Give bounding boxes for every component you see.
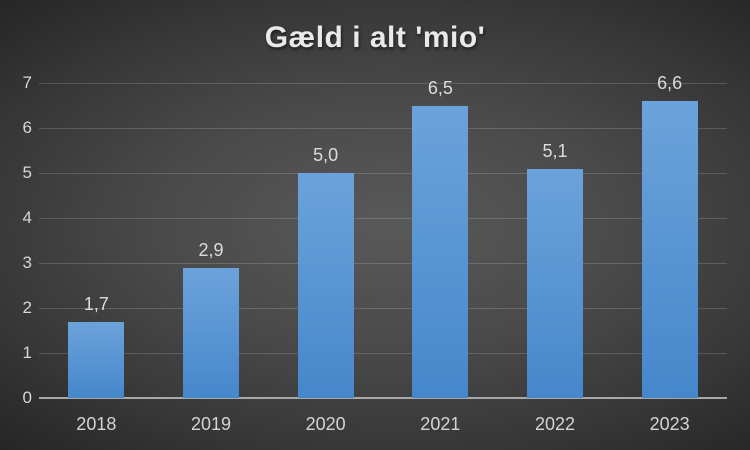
bar-slot: 6,6 [612,73,727,398]
bar-slot: 6,5 [383,78,498,398]
gridline [39,83,727,84]
bar-slot: 5,1 [498,83,613,398]
bar-slot: 5,0 [268,83,383,398]
y-axis-tick-label: 4 [22,208,32,227]
x-axis-tick-label: 2018 [76,414,117,434]
x-axis-tick-label: 2022 [534,414,576,434]
bar-slot: 1,7 [39,83,154,398]
bar [526,168,583,398]
bar-value-label: 6,5 [427,77,453,98]
gridline [39,308,727,309]
y-axis-tick-label: 0 [22,388,32,407]
y-axis-tick-label: 2 [22,298,32,317]
bar [297,173,354,398]
x-axis-tick-label: 2021 [420,414,461,434]
y-axis-tick-label: 1 [22,343,32,362]
x-axis-tick-label: 2019 [190,414,232,434]
x-axis-tick-label: 2020 [305,414,346,434]
y-axis-tick-label: 7 [22,73,32,92]
bar-value-label: 5,0 [313,145,339,165]
bar-slot: 2,9 [154,83,269,398]
bar [68,321,125,398]
x-axis-line [39,397,727,399]
gridline [39,128,727,129]
gridline [39,353,727,354]
y-axis-tick-label: 3 [22,253,32,272]
y-axis-tick-label: 5 [22,163,32,182]
bar [641,101,698,398]
bar-value-label: 1,7 [83,293,109,314]
plot-area: 1,7 2,9 5,0 6,5 5,1 6,6 [39,73,727,399]
y-axis-tick-label: 6 [22,118,32,137]
gridline [39,263,727,264]
bar-value-label: 2,9 [198,239,224,260]
x-axis-tick-label: 2023 [649,414,690,434]
y-axis-labels: 0 1 2 3 4 5 6 7 [4,73,32,407]
chart-title: Gæld i alt 'mio' [264,21,486,54]
gridline [39,173,727,174]
x-axis-labels: 2018 2019 2020 2021 2022 2023 [39,406,727,442]
bar [412,105,469,398]
gridline [39,218,727,219]
bar-value-label: 5,1 [542,140,568,161]
bar-value-label: 6,6 [657,73,683,93]
bar [182,267,239,398]
